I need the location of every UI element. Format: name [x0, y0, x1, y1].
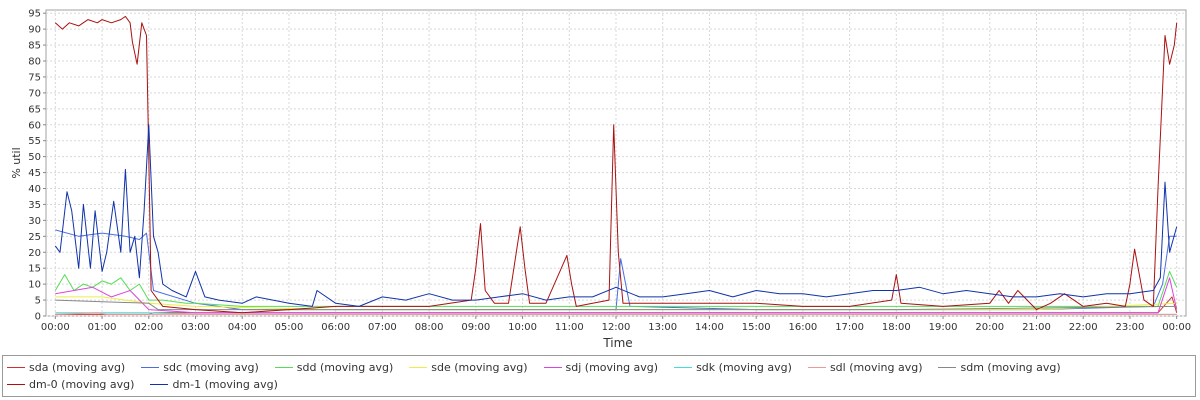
legend-swatch [674, 367, 693, 368]
series-line-6 [55, 312, 1177, 315]
x-tick-label: 06:00 [321, 322, 350, 333]
y-tick-label: 60 [28, 120, 41, 131]
x-tick-label: 02:00 [134, 322, 163, 333]
y-tick-label: 20 [28, 248, 41, 259]
y-tick-label: 25 [28, 232, 41, 243]
x-tick-label: 20:00 [975, 322, 1004, 333]
y-tick-label: 30 [28, 216, 41, 227]
legend-swatch [274, 367, 293, 368]
y-tick-label: 90 [28, 25, 41, 36]
y-tick-label: 95 [28, 9, 41, 20]
y-tick-label: 65 [28, 104, 41, 115]
legend-label: dm-0 (moving avg) [29, 378, 135, 391]
legend-item: sde (moving avg) [409, 359, 528, 376]
y-tick-label: 5 [35, 296, 41, 307]
legend-label: dm-1 (moving avg) [172, 378, 278, 391]
x-tick-label: 18:00 [882, 322, 911, 333]
legend-swatch [543, 367, 562, 368]
y-tick-label: 15 [28, 264, 41, 275]
x-tick-label: 16:00 [788, 322, 817, 333]
legend-item: sdc (moving avg) [141, 359, 259, 376]
x-tick-label: 17:00 [835, 322, 864, 333]
y-tick-label: 75 [28, 72, 41, 83]
legend-item: sdm (moving avg) [938, 359, 1061, 376]
x-tick-label: 23:00 [1116, 322, 1145, 333]
series-group [54, 15, 1178, 315]
x-tick-label: 01:00 [88, 322, 117, 333]
x-tick-label: 12:00 [602, 322, 631, 333]
x-tick-label: 10:00 [508, 322, 537, 333]
series-line-7 [55, 299, 1177, 311]
x-tick-label: 14:00 [695, 322, 724, 333]
y-tick-label: 0 [35, 312, 41, 323]
x-tick-label: 00:00 [41, 322, 70, 333]
legend-swatch [150, 384, 169, 385]
x-tick-label: 08:00 [415, 322, 444, 333]
legend-label: sde (moving avg) [431, 361, 528, 374]
legend-swatch [141, 367, 160, 368]
x-tick-label: 19:00 [929, 322, 958, 333]
y-tick-label: 80 [28, 57, 41, 68]
grid [46, 10, 1186, 317]
legend-item: dm-1 (moving avg) [150, 376, 278, 393]
x-tick-label: 05:00 [275, 322, 304, 333]
y-tick-label: 45 [28, 168, 41, 179]
legend-item: dm-0 (moving avg) [7, 376, 134, 393]
legend-item: sdd (moving avg) [274, 359, 394, 376]
x-tick-label: 13:00 [648, 322, 677, 333]
plot-svg: 0 5 10 15 20 25 30 35 40 45 50 55 60 65 70 75 80 85 90 95 0… [10, 9, 1191, 350]
series-line-8 [54, 15, 1178, 314]
x-tick-label: 11:00 [555, 322, 584, 333]
y-axis-ticks: 0 5 10 15 20 25 30 35 40 45 50 55 60 65 70 75 80 85 90 95 [28, 9, 46, 323]
legend-label: sda (moving avg) [29, 361, 126, 374]
legend-swatch [7, 384, 25, 385]
x-tick-label: 22:00 [1069, 322, 1098, 333]
legend-swatch [938, 367, 957, 368]
legend-label: sdc (moving avg) [163, 361, 259, 374]
y-tick-label: 70 [28, 88, 41, 99]
legend-label: sdd (moving avg) [296, 361, 394, 374]
legend: sda (moving avg) sdc (moving avg) sdd (mov… [2, 355, 1196, 397]
x-tick-label: 15:00 [742, 322, 771, 333]
series-line-9 [54, 124, 1178, 307]
x-axis-ticks: 00:00 01:00 02:00 03:00 04:00 05:00 06:00 07:00… [41, 316, 1191, 333]
x-tick-label: 21:00 [1022, 322, 1051, 333]
y-tick-label: 10 [28, 280, 41, 291]
x-tick-label: 03:00 [181, 322, 210, 333]
y-tick-label: 50 [28, 152, 41, 163]
legend-swatch [7, 367, 25, 368]
legend-item: sdj (moving avg) [543, 359, 659, 376]
y-tick-label: 85 [28, 41, 41, 52]
legend-label: sdm (moving avg) [960, 361, 1061, 374]
legend-item: sdk (moving avg) [674, 359, 792, 376]
legend-label: sdk (moving avg) [696, 361, 792, 374]
series-line-2 [54, 270, 1178, 307]
x-tick-label: 09:00 [461, 322, 490, 333]
legend-swatch [409, 367, 428, 368]
y-tick-label: 55 [28, 136, 41, 147]
x-axis-label: Time [602, 336, 632, 350]
x-tick-label: 04:00 [228, 322, 257, 333]
x-tick-label: 00:00 [1162, 322, 1191, 333]
y-tick-label: 40 [28, 184, 41, 195]
legend-swatch [807, 367, 826, 368]
x-tick-label: 07:00 [368, 322, 397, 333]
y-tick-label: 35 [28, 200, 41, 211]
legend-item: sdl (moving avg) [807, 359, 923, 376]
y-axis-label: % util [10, 147, 23, 178]
legend-label: sdl (moving avg) [829, 361, 923, 374]
legend-label: sdj (moving avg) [565, 361, 659, 374]
legend-item: sda (moving avg) [7, 359, 125, 376]
